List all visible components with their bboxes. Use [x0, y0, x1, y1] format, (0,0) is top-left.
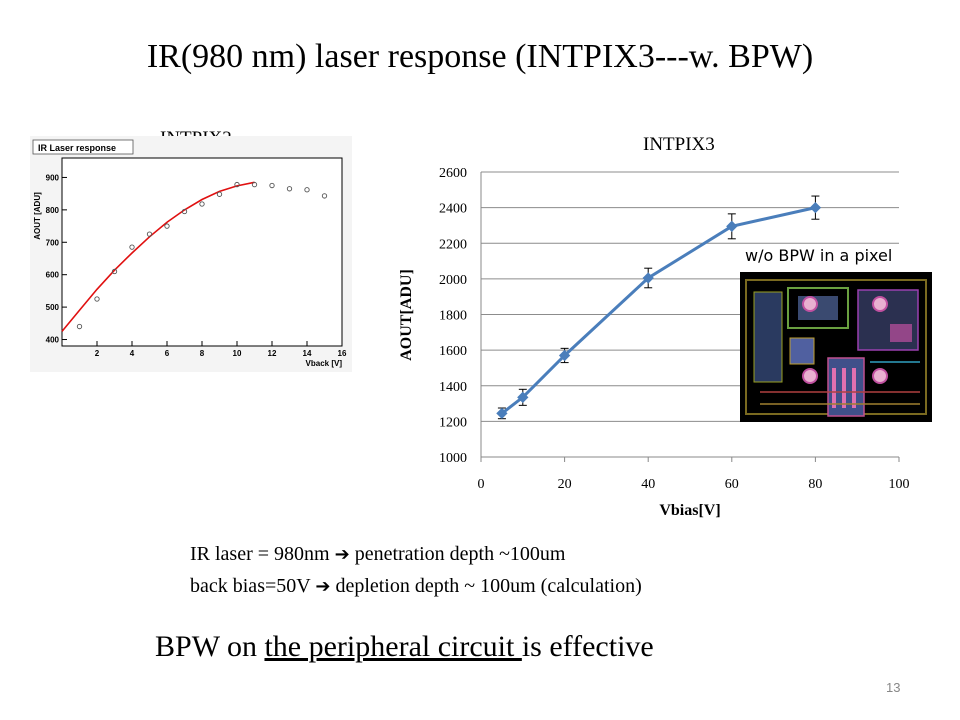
layout-contact-3: [802, 368, 818, 384]
intpix3-x-tick-label: 40: [641, 477, 655, 492]
intpix2-data-point: [304, 187, 310, 193]
layout-contact-4: [872, 368, 888, 384]
intpix2-x-tick-label: 2: [95, 349, 100, 358]
layout-contact-2: [872, 296, 888, 312]
intpix2-data-point: [269, 182, 275, 189]
note-line-1: IR laser = 980nm ➔ penetration depth ~10…: [190, 543, 565, 566]
intpix2-y-tick-label: 900: [46, 173, 60, 182]
conclusion-underlined: the peripheral circuit: [264, 630, 522, 663]
intpix2-data-point: [76, 323, 83, 330]
intpix3-x-label: Vbias[V]: [659, 502, 720, 519]
intpix3-data-point: [809, 201, 822, 214]
intpix2-data-point: [94, 296, 100, 302]
intpix2-x-tick-label: 10: [233, 349, 242, 358]
intpix2-y-tick-label: 700: [46, 238, 60, 247]
intpix2-fit-curve: [61, 181, 255, 332]
intpix3-x-tick-label: 80: [808, 477, 822, 492]
intpix2-data-point: [234, 181, 240, 188]
intpix2-title-box: [32, 139, 134, 155]
layout-block-top: [787, 287, 849, 329]
intpix3-x-tick-label: 0: [478, 477, 485, 492]
pixel-layout-image: [740, 272, 932, 422]
intpix2-x-tick-label: 16: [338, 349, 347, 358]
inset-label: w/o BPW in a pixel: [745, 246, 893, 265]
note-line-1-start: IR laser = 980nm: [190, 543, 335, 565]
note-line-2-end: depletion depth ~ 100um (calculation): [330, 575, 642, 597]
intpix2-plot-frame: [61, 157, 343, 347]
intpix2-y-axis: 400 500 600 700 800 900: [46, 173, 67, 345]
intpix3-label: INTPIX3: [643, 134, 715, 155]
intpix2-data-points: [76, 181, 328, 330]
intpix2-chart-title: IR Laser response: [38, 143, 116, 153]
intpix2-chart: IR Laser response 400 500 600 700 800 900 2 4 6…: [30, 136, 352, 372]
layout-strip-1: [832, 368, 836, 408]
layout-block-accent: [890, 324, 912, 342]
intpix2-data-point: [129, 244, 135, 250]
slide-title: IR(980 nm) laser response (INTPIX3---w. …: [146, 38, 814, 75]
intpix2-x-tick-label: 6: [165, 349, 170, 358]
intpix2-x-label: Vback [V]: [306, 359, 343, 368]
intpix2-data-point: [164, 223, 170, 229]
conclusion: BPW on the peripheral circuit is effecti…: [155, 630, 654, 664]
intpix2-x-tick-label: 12: [268, 349, 277, 358]
conclusion-start: BPW on: [155, 630, 265, 663]
intpix2-x-tick-label: 4: [130, 349, 135, 358]
layout-strip-2: [842, 368, 846, 408]
layout-block-mid: [789, 337, 815, 365]
intpix3-y-tick-label: 2400: [439, 202, 467, 217]
note-line-1-end: penetration depth ~100um: [349, 543, 566, 565]
intpix2-y-tick-label: 400: [46, 336, 60, 345]
intpix2-data-point: [181, 208, 188, 215]
intpix2-y-tick-label: 600: [46, 271, 60, 280]
intpix2-data-point: [111, 268, 118, 275]
layout-block-left: [753, 291, 783, 383]
intpix3-y-tick-label: 1800: [439, 309, 467, 324]
intpix3-y-tick-label: 2000: [439, 273, 467, 288]
intpix2-y-label: AOUT [ADU]: [33, 192, 42, 240]
intpix2-data-point: [146, 231, 153, 237]
arrow-icon: ➔: [334, 544, 350, 565]
intpix2-data-point: [199, 201, 205, 207]
intpix3-y-tick-label: 1000: [439, 451, 467, 466]
intpix2-y-tick-label: 800: [46, 206, 60, 215]
intpix3-y-tick-label: 2600: [439, 166, 467, 181]
intpix3-y-tick-label: 1400: [439, 380, 467, 395]
intpix2-x-tick-label: 8: [200, 349, 205, 358]
arrow-icon: ➔: [315, 576, 331, 597]
intpix3-data-point: [558, 349, 571, 362]
intpix3-y-label: AOUT[ADU]: [398, 269, 415, 361]
intpix2-x-axis: 2 4 6 8 10 12 14 16: [95, 341, 347, 358]
page-number: 13: [886, 680, 901, 695]
layout-contact-1: [802, 296, 818, 312]
intpix3-y-tick-label: 1600: [439, 344, 467, 359]
layout-strip-3: [852, 368, 856, 408]
intpix2-y-tick-label: 500: [46, 303, 60, 312]
intpix3-y-tick-label: 1200: [439, 415, 467, 430]
intpix3-x-axis: 0 20 40 60 80 100: [478, 457, 910, 492]
intpix3-x-tick-label: 20: [558, 477, 572, 492]
intpix2-data-point: [216, 191, 223, 197]
intpix3-x-tick-label: 60: [725, 477, 739, 492]
intpix3-x-tick-label: 100: [889, 477, 910, 492]
conclusion-end: is effective: [521, 630, 654, 663]
intpix3-y-tick-label: 2200: [439, 237, 467, 252]
note-line-2: back bias=50V ➔ depletion depth ~ 100um …: [190, 575, 642, 598]
intpix3-y-axis: 1000 1200 1400 1600 1800 2000 2200 2400 2600: [439, 166, 467, 466]
intpix2-data-point: [321, 193, 328, 199]
intpix3-chart: 1000 1200 1400 1600 1800 2000 2200 2400 2600 0 20…: [398, 166, 910, 519]
intpix3-series-line: [500, 206, 816, 415]
intpix2-data-point: [286, 186, 293, 192]
note-line-2-start: back bias=50V: [190, 575, 316, 597]
intpix2-x-tick-label: 14: [303, 349, 312, 358]
intpix2-data-point: [251, 181, 258, 188]
